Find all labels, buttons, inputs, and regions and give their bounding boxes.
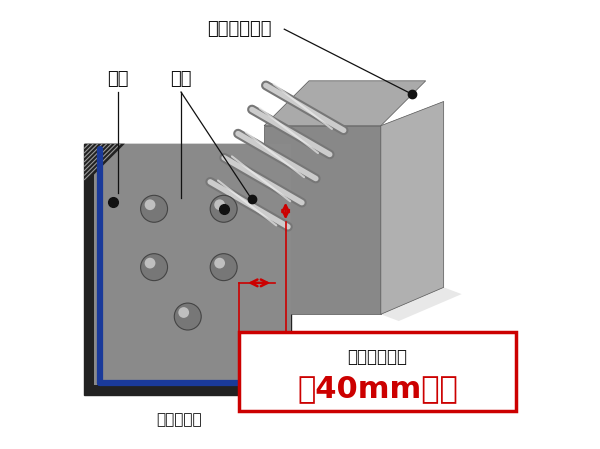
Circle shape [214, 199, 225, 210]
Text: 鉄筋: 鉄筋 [170, 70, 192, 88]
Polygon shape [94, 144, 291, 385]
Circle shape [145, 199, 155, 210]
Circle shape [210, 254, 237, 281]
Polygon shape [85, 144, 125, 184]
Circle shape [178, 307, 189, 318]
Polygon shape [264, 81, 426, 126]
Circle shape [210, 195, 237, 222]
Polygon shape [85, 144, 291, 395]
Text: 鉄筋かぶり厚: 鉄筋かぶり厚 [347, 348, 407, 366]
Text: 絀40mm以上: 絀40mm以上 [297, 374, 458, 403]
Text: 帯筋: 帯筋 [107, 70, 129, 88]
Text: ＜断面図＞: ＜断面図＞ [156, 412, 202, 427]
Bar [239, 332, 515, 411]
Text: コンクリート: コンクリート [207, 20, 272, 38]
Polygon shape [381, 101, 443, 314]
Polygon shape [264, 126, 381, 314]
Circle shape [140, 195, 167, 222]
Circle shape [174, 303, 201, 330]
Circle shape [214, 258, 225, 269]
Circle shape [140, 254, 167, 281]
Polygon shape [381, 287, 461, 321]
Circle shape [145, 258, 155, 269]
